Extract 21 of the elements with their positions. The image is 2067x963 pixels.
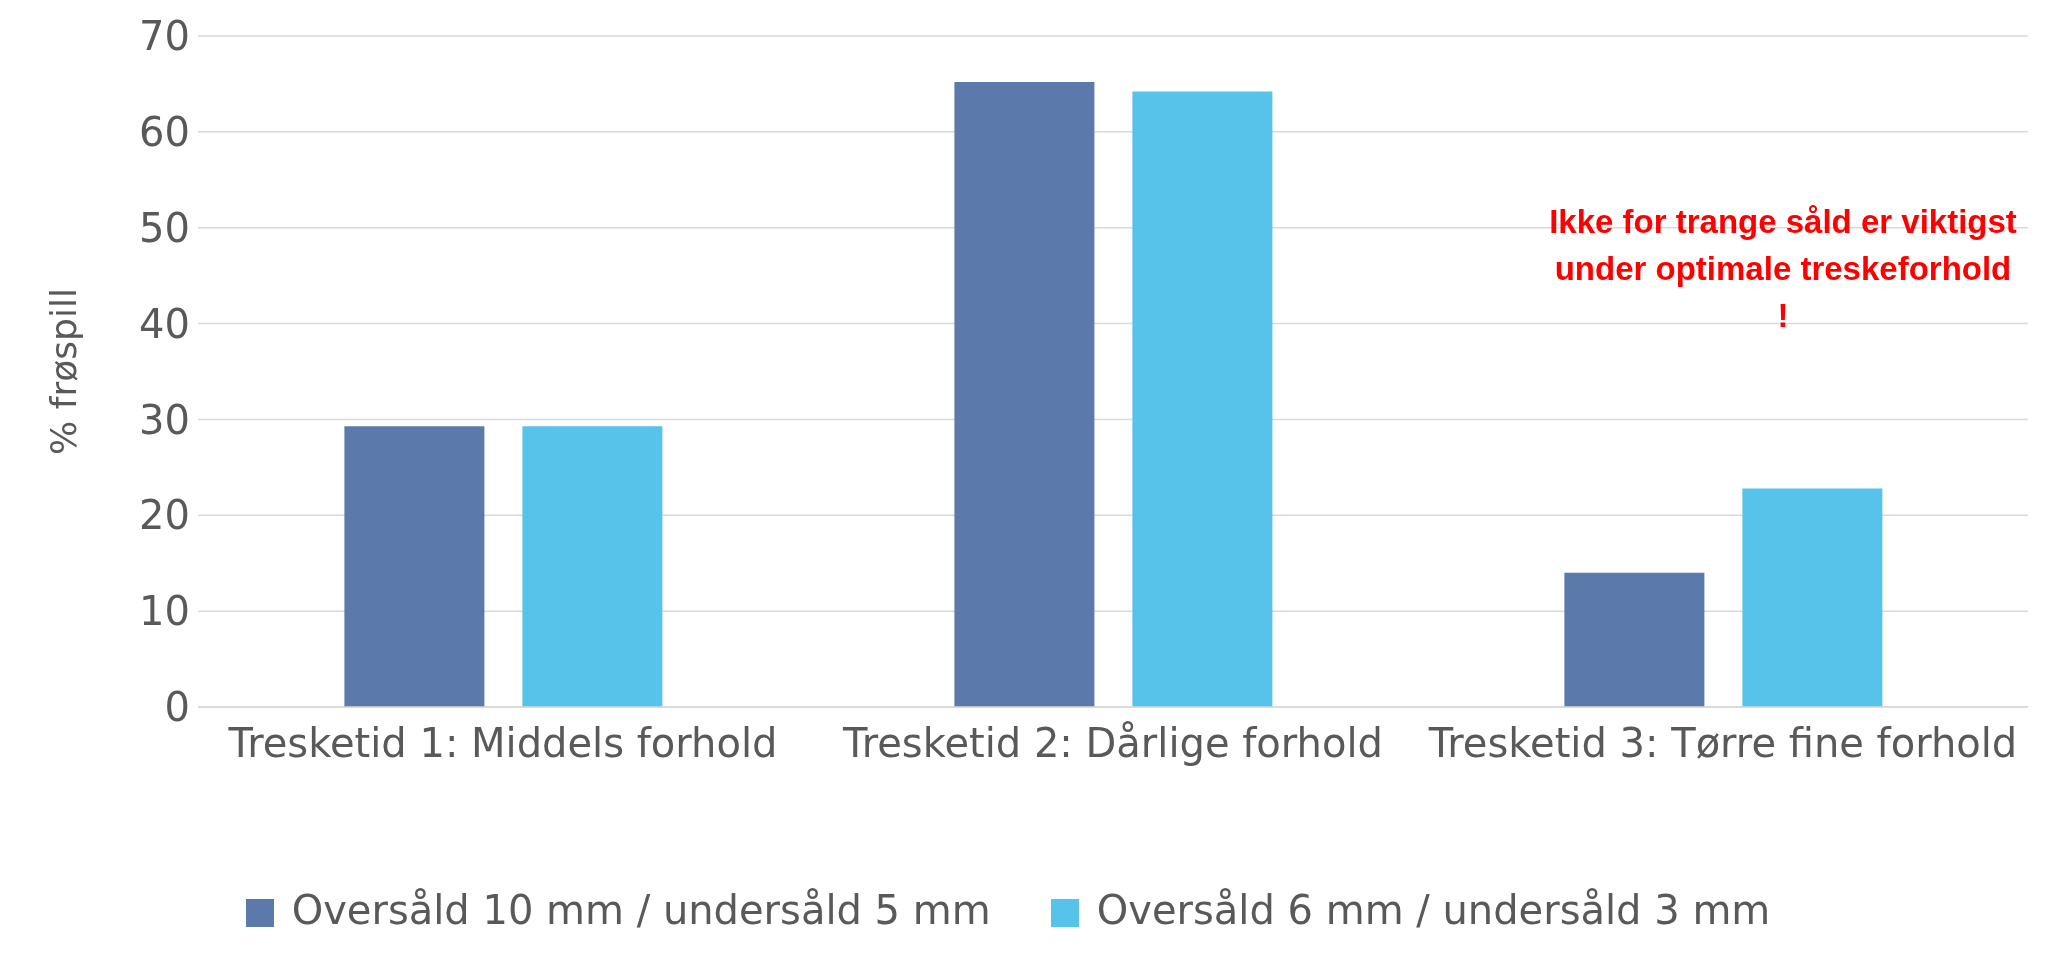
bar	[522, 426, 663, 707]
y-tick-label: 30	[139, 396, 190, 443]
y-tick-label: 20	[139, 492, 190, 539]
bar	[1132, 91, 1273, 707]
legend-label: Oversåld 10 mm / undersåld 5 mm	[291, 887, 991, 933]
x-tick-label: Tresketid 3: Tørre fine forhold	[1427, 720, 2018, 767]
annotation: Ikke for trange såld er viktigst under optimale treskeforhold !	[1548, 202, 2018, 336]
bar	[1564, 572, 1705, 707]
y-tick-label: 60	[139, 109, 190, 156]
y-tick-label: 40	[139, 300, 190, 347]
bar	[954, 82, 1095, 707]
y-tick-label: 0	[164, 684, 190, 731]
y-axis-title: % frøspill	[42, 288, 84, 455]
y-tick-label: 50	[139, 204, 190, 251]
bar	[1742, 488, 1883, 707]
legend-label: Oversåld 6 mm / undersåld 3 mm	[1096, 887, 1771, 933]
y-tick-label: 10	[139, 588, 190, 635]
x-tick-label: Tresketid 1: Middels forhold	[227, 720, 778, 767]
bar	[344, 426, 485, 707]
x-tick-label: Tresketid 2: Dårlige forhold	[842, 720, 1383, 767]
y-tick-label: 70	[139, 13, 190, 60]
